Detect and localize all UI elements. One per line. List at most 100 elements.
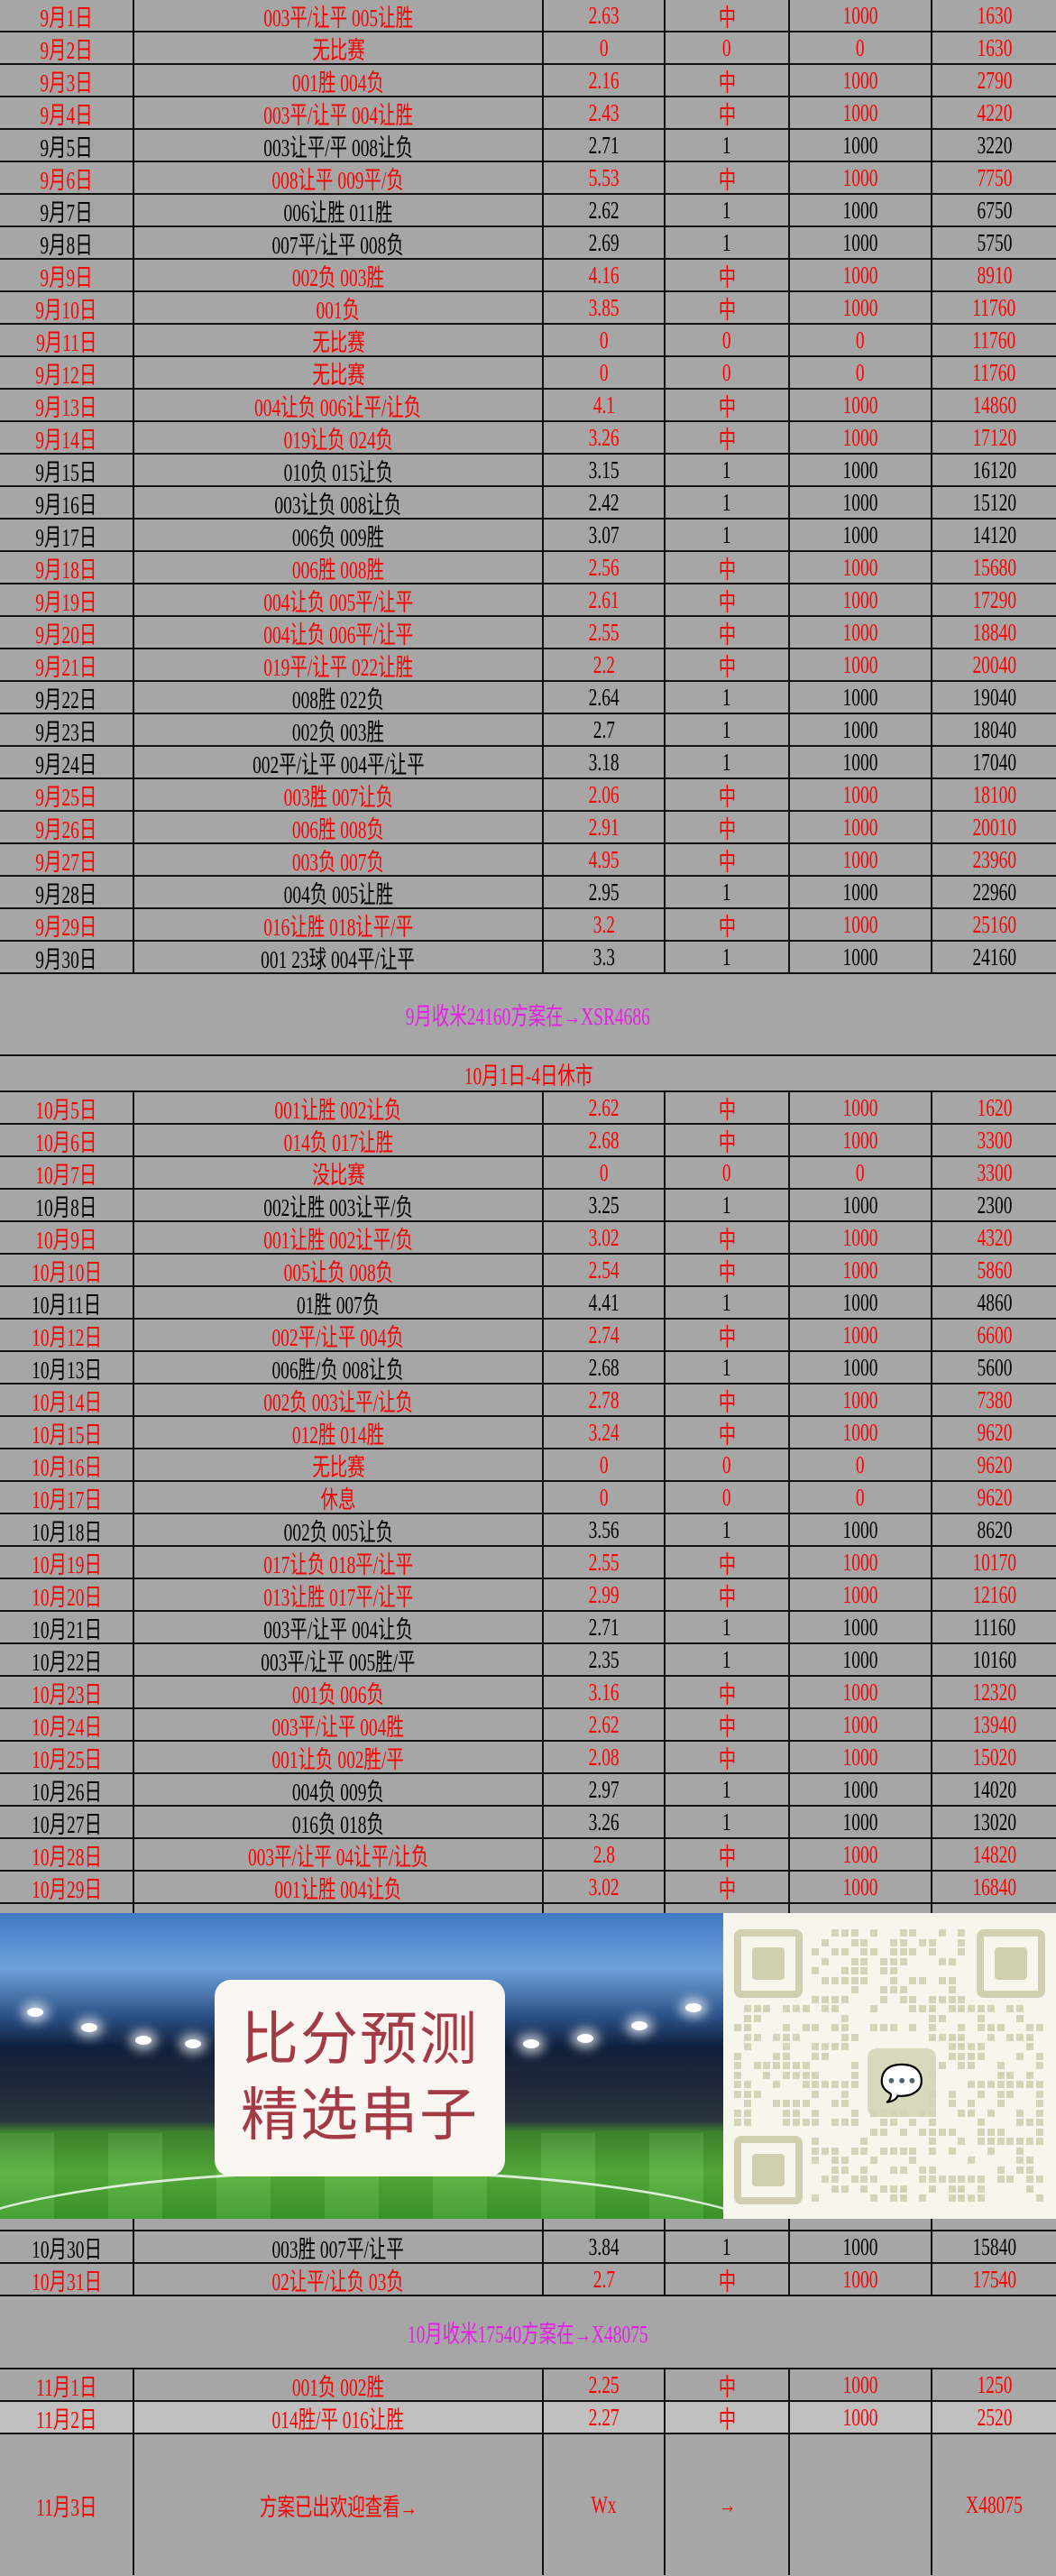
balance-cell: 18100	[932, 779, 1056, 810]
result-cell: 1	[666, 195, 790, 225]
balance-text: 13940	[972, 1710, 1016, 1738]
date-text: 9月6日	[40, 166, 93, 194]
balance-cell: 1630	[932, 0, 1056, 31]
odds-text: 2.42	[588, 488, 620, 516]
date-cell: 9月25日	[0, 779, 134, 810]
balance-cell: 2520	[932, 2402, 1056, 2433]
stake-cell: 1000	[790, 1774, 932, 1805]
date-cell: 9月6日	[0, 162, 134, 193]
date-cell: 10月27日	[0, 1807, 134, 1837]
stake-cell: 1000	[790, 1092, 932, 1123]
result-text: 中	[718, 1583, 736, 1611]
picks-cell: 没比赛	[134, 1157, 544, 1188]
picks-cell: 003平/让平 005胜/平	[134, 1644, 544, 1675]
balance-text: 25160	[972, 910, 1016, 938]
date-text: 9月25日	[35, 783, 97, 811]
balance-text: 6750	[977, 196, 1012, 224]
september-table: 9月1日 003平/让平 005让胜 2.63 中 1000 1630 9月2日 无比赛 0 0 0…	[0, 0, 1056, 974]
stake-cell: 1000	[790, 877, 932, 907]
result-text: 1	[722, 1353, 731, 1381]
balance-cell: 6750	[932, 195, 1056, 225]
wechat-icon: 💬	[868, 2048, 936, 2117]
result-text: 1	[722, 1191, 731, 1219]
result-cell: 0	[666, 357, 790, 388]
date-cell: 9月30日	[0, 942, 134, 972]
table-row: 9月28日 004负 005让胜 2.95 1 1000 22960	[0, 877, 1056, 909]
stake-text: 1000	[842, 1385, 878, 1413]
result-cell: 0	[666, 1482, 790, 1513]
table-row: 9月21日 019平/让平 022让胜 2.2 中 1000 20040	[0, 649, 1056, 682]
picks-cell: 004负 005让胜	[134, 877, 544, 907]
result-cell: 1	[666, 227, 790, 258]
result-text: 1	[722, 520, 731, 548]
picks-cell: 003胜 007平/让平	[134, 2231, 544, 2262]
picks-text: 003胜 007平/让平	[271, 2235, 405, 2263]
date-cell: 9月11日	[0, 325, 134, 355]
qr-code[interactable]: 💬	[723, 1913, 1056, 2219]
result-text: 中	[718, 1745, 736, 1773]
picks-cell: 004让负 005平/让平	[134, 584, 544, 615]
odds-cell: Wx	[544, 2434, 666, 2575]
result-text: 1	[722, 715, 731, 743]
date-text: 10月14日	[31, 1388, 102, 1416]
stake-text: 1000	[842, 1288, 878, 1316]
picks-text: 007平/让平 008负	[271, 231, 405, 259]
picks-text: 001让胜 004让负	[274, 1875, 402, 1903]
picks-text: 001胜 004负	[291, 69, 385, 97]
date-text: 9月15日	[35, 458, 97, 486]
table-row: 10月20日 013让胜 017平/让平 2.99 中 1000 12160	[0, 1579, 1056, 1612]
balance-text: 18040	[972, 715, 1016, 743]
table-row: 9月29日 016让胜 018让平/平 3.2 中 1000 25160	[0, 909, 1056, 942]
odds-text: 2.27	[588, 2403, 620, 2431]
stake-text: 1000	[842, 1191, 878, 1219]
odds-cell: 2.78	[544, 1385, 666, 1415]
picks-cell: 005让负 008负	[134, 1255, 544, 1285]
stake-text: 1000	[842, 1320, 878, 1348]
result-text: 1	[722, 131, 731, 159]
stake-cell: 1000	[790, 0, 932, 31]
result-cell: 1	[666, 455, 790, 485]
result-text: 1	[722, 1645, 731, 1673]
table-row: 10月7日 没比赛 0 0 0 3300	[0, 1157, 1056, 1190]
balance-text: 1630	[977, 1, 1012, 29]
picks-cell: 006胜/负 008让负	[134, 1352, 544, 1383]
result-text: 中	[718, 166, 736, 194]
result-cell: 1	[666, 682, 790, 713]
stake-text: 1000	[842, 520, 878, 548]
stake-text: 0	[856, 326, 865, 354]
balance-cell: 25160	[932, 909, 1056, 940]
odds-text: 2.08	[588, 1743, 620, 1771]
date-text: 10月8日	[35, 1193, 97, 1221]
date-text: 10月16日	[31, 1453, 102, 1481]
balance-text: 10160	[972, 1645, 1016, 1673]
date-cell: 10月10日	[0, 1255, 134, 1285]
picks-text: 003负 007负	[291, 848, 385, 876]
date-cell: 10月8日	[0, 1190, 134, 1220]
stake-cell: 1000	[790, 1385, 932, 1415]
result-text: 0	[722, 358, 731, 386]
picks-text: 001让负 002胜/平	[271, 1745, 405, 1773]
result-text: 中	[718, 101, 736, 129]
odds-text: 0	[599, 1483, 609, 1511]
picks-text: 002平/让平 004平/让平	[252, 750, 425, 778]
result-cell: 中	[666, 2402, 790, 2433]
stake-text: 1000	[842, 98, 878, 126]
balance-cell: 15020	[932, 1742, 1056, 1772]
table-row: 10月9日 001让胜 002让平/负 3.02 中 1000 4320	[0, 1222, 1056, 1255]
balance-text: 5600	[977, 1353, 1012, 1381]
odds-text: 4.95	[588, 845, 620, 873]
table-row: 9月27日 003负 007负 4.95 中 1000 23960	[0, 844, 1056, 877]
date-text: 11月2日	[35, 2406, 97, 2433]
date-text: 10月12日	[31, 1323, 102, 1351]
result-text: 中	[718, 1550, 736, 1578]
result-text: 中	[718, 1323, 736, 1351]
balance-cell: 15680	[932, 552, 1056, 583]
result-text: 中	[718, 426, 736, 454]
odds-text: 2.68	[588, 1353, 620, 1381]
table-row: 10月30日 003胜 007平/让平 3.84 1 1000 15840	[0, 2231, 1056, 2264]
result-cell: 中	[666, 909, 790, 940]
stake-text: 1000	[842, 715, 878, 743]
odds-text: 2.95	[588, 878, 620, 906]
odds-cell: 3.25	[544, 1190, 666, 1220]
picks-cell: 001胜 004负	[134, 65, 544, 96]
